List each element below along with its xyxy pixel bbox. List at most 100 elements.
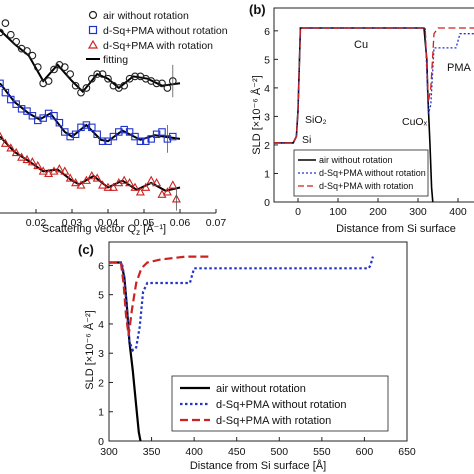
- data-point-dsq-no-rot: [147, 135, 155, 143]
- legend-b-label-air: air without rotation: [319, 155, 393, 165]
- data-point-air: [163, 84, 172, 92]
- data-point-air: [120, 81, 129, 90]
- data-point-dsq-rot: [22, 154, 32, 164]
- data-point-air: [82, 84, 91, 92]
- data-point-dsq-no-rot: [169, 132, 177, 141]
- data-point-dsq-rot: [0, 138, 10, 147]
- data-point-dsq-rot: [125, 177, 135, 187]
- panel-label-c: (c): [78, 242, 94, 257]
- data-point-air: [87, 74, 96, 83]
- data-point-dsq-no-rot: [109, 132, 118, 141]
- data-point-air: [93, 70, 102, 78]
- data-point-dsq-rot: [71, 177, 81, 187]
- plot-frame-b: [273, 7, 474, 203]
- data-point-dsq-no-rot: [71, 130, 80, 139]
- data-point-dsq-no-rot: [23, 107, 31, 115]
- data-point-dsq-no-rot: [61, 128, 69, 136]
- legend-c-label-air: air without rotation: [216, 383, 306, 395]
- data-point-dsq-rot: [108, 182, 118, 191]
- data-point-air: [77, 88, 85, 97]
- sld-curve-b-dashed: [274, 27, 474, 144]
- x-tick-label-b: 100: [329, 206, 347, 218]
- plot-frame-c: [108, 241, 408, 442]
- y-tick-label-c: 0: [98, 436, 104, 448]
- data-point-dsq-no-rot: [17, 105, 26, 113]
- data-point-dsq-rot: [60, 166, 70, 175]
- data-point-dsq-no-rot: [142, 137, 150, 145]
- data-point-dsq-no-rot: [39, 114, 47, 122]
- x-axis-label-b: Distance from Si surface: [336, 223, 456, 235]
- data-point-dsq-no-rot: [55, 118, 64, 127]
- x-tick-label-c: 550: [313, 446, 331, 458]
- y-tick-label-b: 0: [264, 197, 270, 209]
- data-point-dsq-rot: [135, 187, 145, 196]
- data-point-dsq-rot: [38, 166, 48, 175]
- y-tick-label-b: 1: [264, 168, 270, 180]
- data-point-dsq-no-rot: [1, 88, 10, 97]
- data-point-dsq-no-rot: [152, 130, 161, 139]
- x-tick-label-c: 650: [398, 446, 416, 458]
- annotation-sio2: SiO₂: [305, 114, 327, 126]
- y-tick-label-c: 1: [98, 407, 104, 419]
- legend-label-dsq-no-rot: d-Sq+PMA without rotation: [103, 25, 228, 37]
- x-tick-label-a: 0.04: [98, 217, 119, 229]
- sld-curve-c-dotted: [109, 256, 374, 353]
- data-point-dsq-rot: [92, 173, 102, 182]
- legend-label-air: air without rotation: [103, 10, 189, 22]
- reflectivity-panel: 0.02 0.03 0.04 0.05 0.06 0.07 air without rot…: [0, 10, 228, 237]
- data-point-dsq-rot: [103, 182, 113, 191]
- data-point-dsq-no-rot: [98, 137, 107, 145]
- data-point-dsq-no-rot: [158, 128, 166, 136]
- data-point-dsq-rot: [33, 160, 43, 170]
- y-axis-label-c: SLD [×10⁻⁶ Å⁻²]: [83, 310, 96, 389]
- sld-panel-c: 0 1 2 3 4 5 6 300 350 400 450 500 550 600 650 (c) air …: [78, 241, 416, 472]
- y-tick-label-b: 4: [264, 83, 270, 95]
- data-point-air: [23, 47, 31, 55]
- data-point-dsq-no-rot: [131, 132, 139, 141]
- y-tick-label-c: 6: [98, 260, 104, 272]
- data-point-air: [28, 51, 37, 60]
- data-point-dsq-no-rot: [7, 95, 15, 104]
- data-point-air: [0, 28, 4, 37]
- data-point-dsq-no-rot: [77, 123, 85, 132]
- data-point-dsq-rot: [81, 175, 91, 184]
- data-point-air: [158, 79, 166, 88]
- x-tick-label-b: 200: [369, 206, 387, 218]
- data-point-dsq-rot: [54, 164, 64, 173]
- data-point-dsq-rot: [162, 187, 172, 196]
- data-point-air: [152, 79, 161, 88]
- data-point-dsq-rot: [27, 157, 37, 166]
- data-point-air: [131, 72, 139, 81]
- data-point-dsq-rot: [130, 182, 140, 191]
- data-point-dsq-rot: [17, 152, 27, 161]
- legend-c-label-dsq-no-rot: d-Sq+PMA without rotation: [216, 399, 347, 411]
- legend-b: air without rotation d-Sq+PMA without ro…: [293, 149, 429, 197]
- data-point-dsq-rot: [87, 171, 97, 180]
- data-point-dsq-no-rot: [82, 121, 91, 129]
- legend-b-label-dsq-rot: d-Sq+PMA with rotation: [319, 181, 413, 191]
- data-point-air: [104, 74, 112, 83]
- y-tick-label-c: 2: [98, 377, 104, 389]
- data-point-dsq-rot: [152, 177, 162, 187]
- data-point-air: [60, 63, 69, 71]
- data-point-dsq-no-rot: [50, 112, 58, 120]
- data-point-dsq-rot: [119, 175, 129, 184]
- data-point-dsq-no-rot: [12, 100, 20, 108]
- data-point-air: [1, 19, 10, 28]
- x-tick-label-c: 450: [228, 446, 246, 458]
- legend-c-label-dsq-rot: d-Sq+PMA with rotation: [216, 415, 331, 427]
- x-tick-label-c: 500: [271, 446, 289, 458]
- y-tick-label-b: 6: [264, 26, 270, 38]
- data-point-dsq-rot: [141, 182, 151, 191]
- data-point-dsq-rot: [0, 131, 5, 140]
- x-tick-label-c: 400: [185, 446, 203, 458]
- legend-c: air without rotation d-Sq+PMA without ro…: [171, 375, 389, 432]
- sld-curve-c-dashed: [109, 255, 212, 336]
- x-tick-label-a: 0.07: [206, 217, 227, 229]
- x-axis-label-c: Distance from Si surface [Å]: [190, 459, 326, 472]
- data-point-dsq-no-rot: [104, 137, 112, 145]
- legend-b-label-dsq-no-rot: d-Sq+PMA without rotation: [319, 168, 426, 178]
- y-axis-label-b: SLD [×10⁻⁶ Å⁻²]: [250, 75, 263, 154]
- data-point-dsq-rot: [98, 180, 108, 189]
